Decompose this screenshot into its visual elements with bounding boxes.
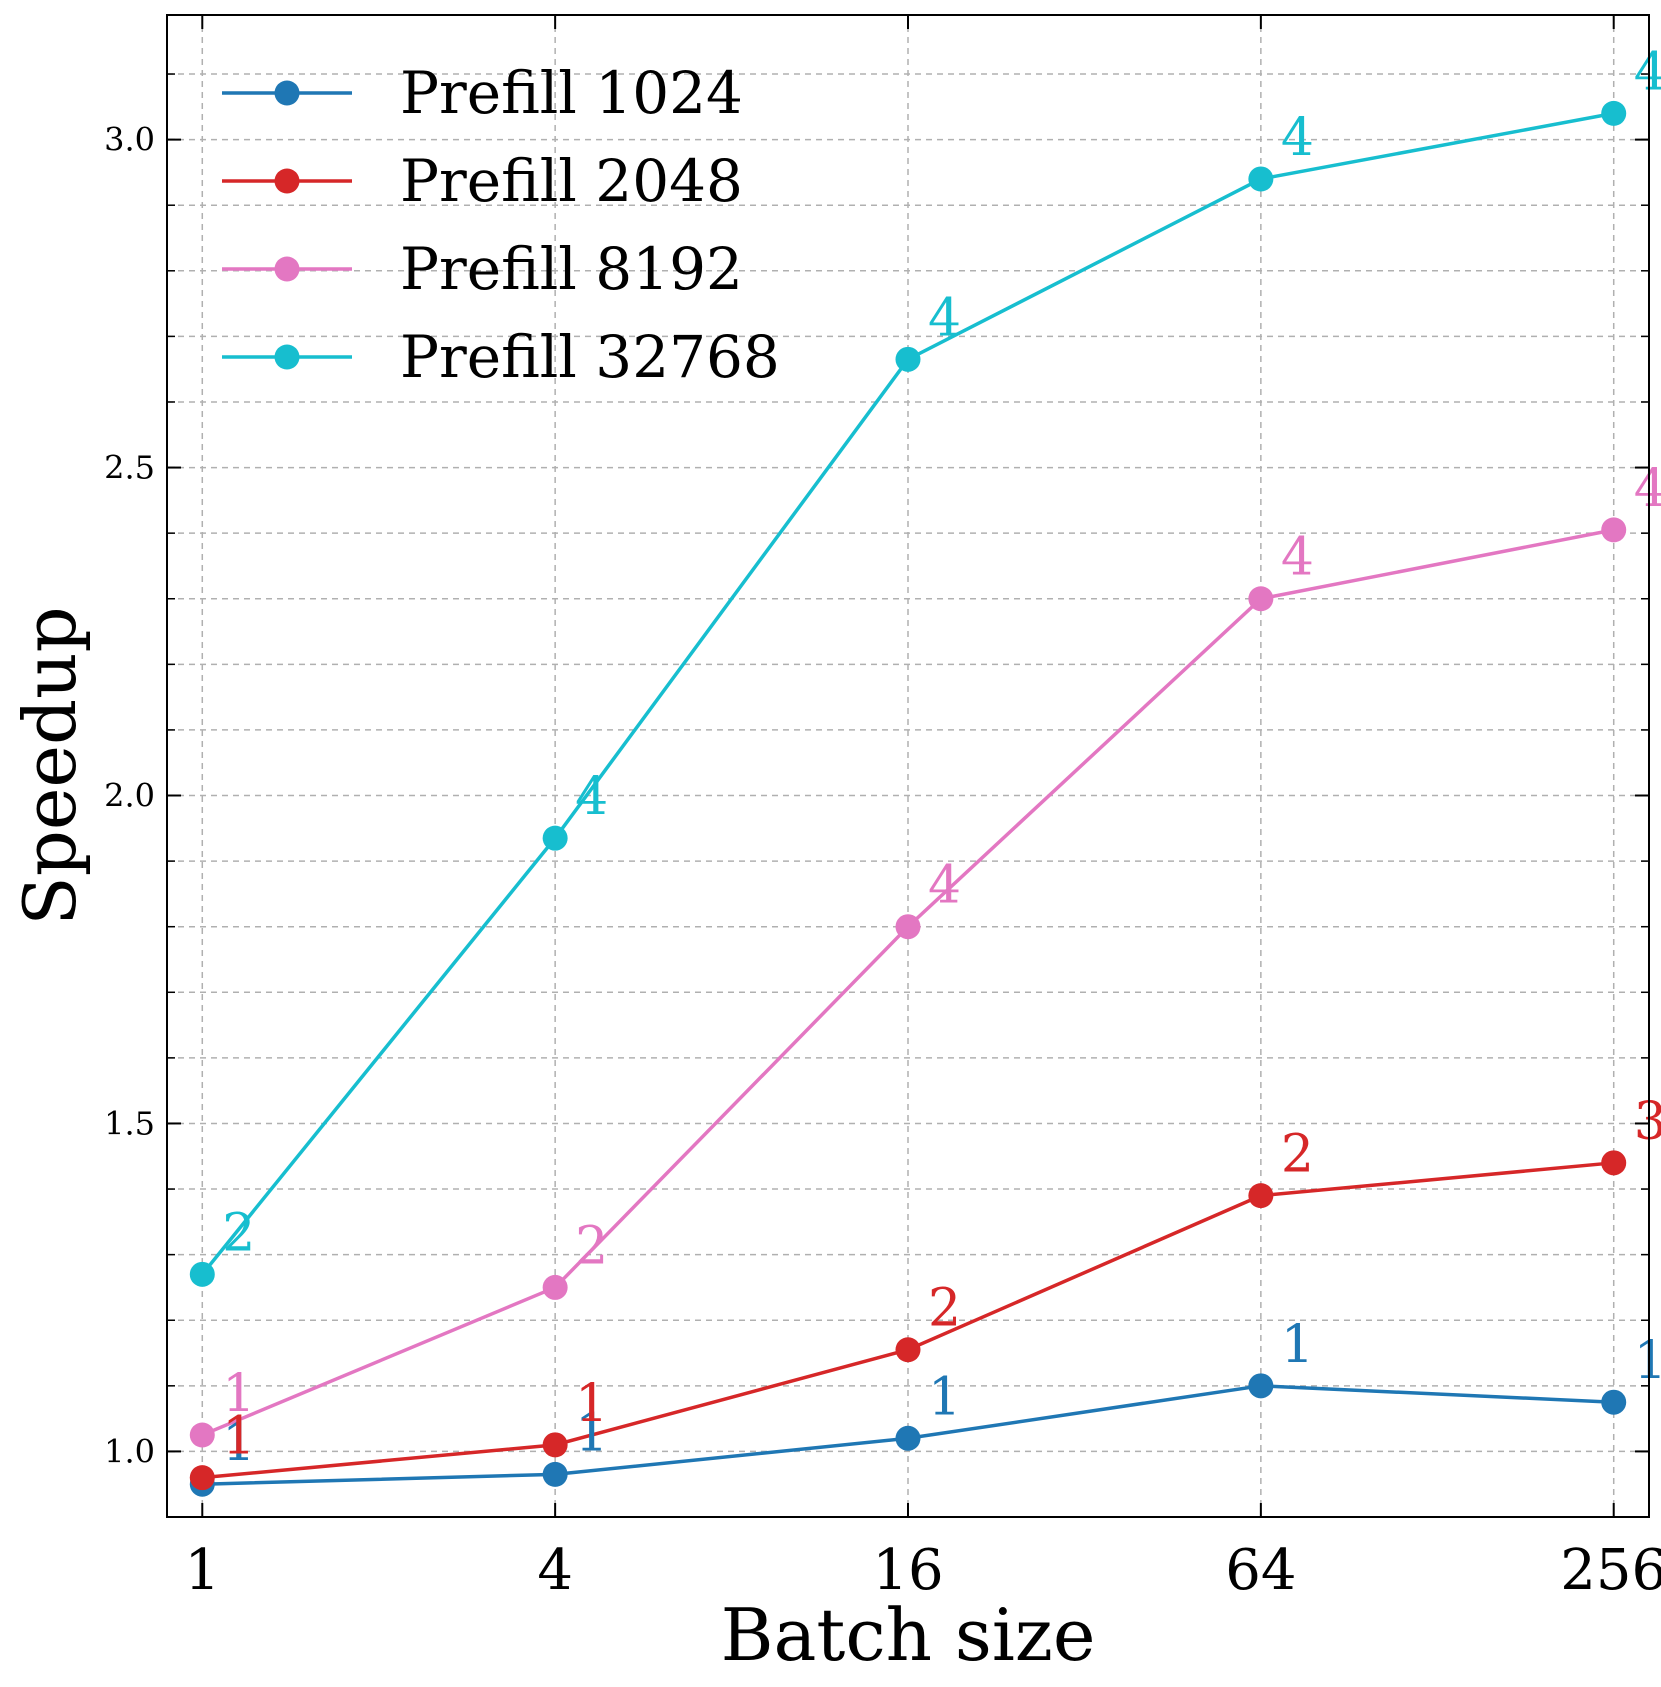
- x-tick-label: 256: [1560, 1538, 1661, 1603]
- data-point: [1248, 166, 1274, 192]
- data-point-label: 2: [928, 1279, 961, 1339]
- data-point-label: 1: [222, 1364, 255, 1424]
- data-point: [542, 1461, 568, 1487]
- legend: Prefill 1024 Prefill 2048 Prefill 8192 Pref…: [222, 59, 780, 391]
- data-point-label: 1: [575, 1403, 608, 1463]
- data-point: [895, 1425, 921, 1451]
- data-point-label: 4: [1281, 108, 1314, 168]
- x-tick-label: 64: [1225, 1538, 1296, 1603]
- legend-label: Prefill 1024: [400, 59, 743, 127]
- data-point: [189, 1261, 215, 1287]
- data-point-label: 4: [1634, 42, 1661, 102]
- data-point-label: 1: [575, 1374, 608, 1434]
- legend-label: Prefill 8192: [400, 235, 743, 303]
- data-point: [189, 1465, 215, 1491]
- x-tick-label: 16: [872, 1538, 943, 1603]
- data-point: [542, 1274, 568, 1300]
- y-tick-label: 1.5: [104, 1104, 155, 1142]
- data-point-label: 4: [1281, 528, 1314, 588]
- legend-label: Prefill 32768: [400, 323, 780, 391]
- series-lines: [189, 100, 1627, 1497]
- data-point-label: 4: [575, 767, 608, 827]
- data-point: [1601, 517, 1627, 543]
- data-point-label: 4: [1634, 459, 1661, 519]
- data-point-label: 4: [928, 856, 961, 916]
- legend-marker: [274, 168, 300, 194]
- data-point-label: 3: [1634, 1092, 1661, 1152]
- data-point: [1248, 1373, 1274, 1399]
- data-point: [895, 346, 921, 372]
- data-point-label: 1: [1634, 1331, 1661, 1391]
- data-point-label: 1: [222, 1413, 255, 1473]
- y-tick-label: 3.0: [104, 121, 155, 159]
- data-point-label: 1: [928, 1367, 961, 1427]
- data-point-label: 4: [928, 288, 961, 348]
- data-point-label: 2: [1281, 1125, 1314, 1185]
- legend-marker: [274, 344, 300, 370]
- legend-label: Prefill 2048: [400, 147, 743, 215]
- legend-marker: [274, 256, 300, 282]
- data-point-label: 2: [575, 1216, 608, 1276]
- grid-lines: [167, 15, 1649, 1517]
- axis-ticks: 1 4 16 64 256 1.0 1.5 2.0 2.5 3.0: [104, 15, 1661, 1603]
- data-point-label: 2: [222, 1203, 255, 1263]
- y-tick-label: 2.0: [104, 777, 155, 815]
- data-point: [1601, 1150, 1627, 1176]
- data-point-label: 1: [222, 1407, 255, 1467]
- y-tick-label: 2.5: [104, 449, 155, 487]
- data-point: [895, 914, 921, 940]
- data-point: [1248, 1183, 1274, 1209]
- legend-marker: [274, 80, 300, 106]
- x-axis-title: Batch size: [721, 1593, 1096, 1677]
- data-point: [1601, 100, 1627, 126]
- data-point: [895, 1337, 921, 1363]
- data-point: [542, 1432, 568, 1458]
- data-point: [1248, 586, 1274, 612]
- x-tick-label: 4: [537, 1538, 573, 1603]
- y-axis-title: Speedup: [8, 606, 92, 925]
- data-point-label: 1: [1281, 1315, 1314, 1375]
- data-point: [542, 825, 568, 851]
- y-tick-label: 1.0: [104, 1432, 155, 1470]
- data-point: [189, 1422, 215, 1448]
- x-tick-label: 1: [184, 1538, 220, 1603]
- data-point: [1601, 1389, 1627, 1415]
